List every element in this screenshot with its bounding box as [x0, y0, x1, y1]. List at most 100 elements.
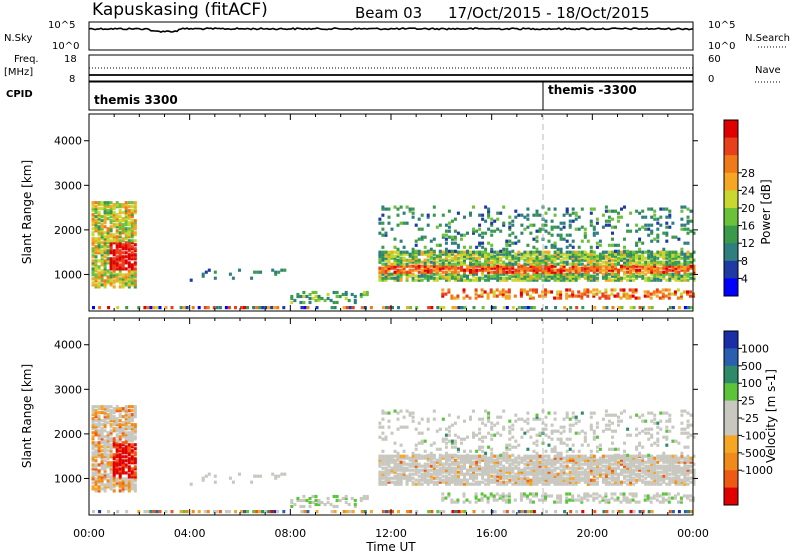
- data-cell: [686, 260, 690, 264]
- data-cell: [655, 498, 659, 502]
- data-cell: [100, 215, 104, 219]
- data-cell: [103, 221, 107, 225]
- data-cell: [508, 468, 512, 472]
- power-heatmap: [91, 201, 696, 310]
- data-cell: [686, 266, 690, 270]
- data-cell: [387, 480, 391, 484]
- data-cell: [182, 306, 186, 310]
- data-cell: [447, 466, 451, 470]
- data-cell: [487, 478, 491, 482]
- data-cell: [106, 249, 110, 253]
- data-cell: [438, 460, 442, 464]
- data-cell: [535, 494, 538, 498]
- data-cell: [526, 482, 530, 486]
- data-cell: [130, 471, 134, 475]
- data-cell: [601, 458, 605, 462]
- data-cell: [577, 498, 581, 502]
- data-cell: [499, 480, 503, 484]
- data-cell: [526, 276, 530, 280]
- data-cell: [109, 257, 113, 261]
- data-cell: [393, 454, 397, 458]
- data-cell: [692, 231, 696, 235]
- data-cell: [435, 225, 439, 229]
- data-cell: [411, 254, 415, 258]
- data-cell: [112, 281, 116, 285]
- data-cell: [526, 456, 530, 460]
- data-cell: [610, 292, 614, 296]
- data-cell: [243, 510, 246, 514]
- data-cell: [405, 456, 409, 460]
- data-cell: [504, 500, 508, 504]
- data-cell: [676, 288, 680, 292]
- data-cell: [447, 272, 451, 276]
- data-cell: [604, 270, 608, 274]
- data-cell: [629, 274, 633, 278]
- data-cell: [680, 409, 684, 413]
- data-cell: [577, 480, 581, 484]
- data-cell: [568, 478, 572, 482]
- data-cell: [363, 510, 367, 514]
- data-cell: [662, 266, 666, 270]
- data-cell: [514, 256, 518, 260]
- data-cell: [653, 441, 657, 445]
- data-cell: [112, 235, 116, 239]
- data-cell: [130, 215, 134, 219]
- data-cell: [674, 276, 678, 280]
- data-cell: [469, 460, 472, 464]
- data-cell: [683, 272, 687, 276]
- data-cell: [106, 257, 110, 261]
- data-cell: [634, 492, 638, 496]
- data-cell: [127, 451, 131, 455]
- data-cell: [532, 252, 536, 256]
- data-cell: [619, 492, 623, 496]
- data-cell: [674, 470, 678, 474]
- data-cell: [91, 455, 95, 459]
- data-cell: [626, 274, 630, 278]
- data-cell: [118, 413, 122, 417]
- data-cell: [414, 458, 418, 462]
- data-cell: [103, 429, 107, 433]
- data-cell: [547, 274, 551, 278]
- data-cell: [683, 278, 687, 282]
- data-cell: [91, 231, 95, 235]
- data-cell: [429, 239, 433, 243]
- data-cell: [668, 482, 672, 486]
- data-cell: [435, 480, 439, 484]
- data-cell: [653, 417, 657, 421]
- data-cell: [620, 482, 623, 486]
- data-cell: [532, 276, 536, 280]
- data-cell: [133, 461, 137, 465]
- data-cell: [490, 266, 494, 270]
- data-cell: [130, 427, 134, 431]
- data-cell: [396, 272, 400, 276]
- data-cell: [598, 458, 602, 462]
- data-cell: [405, 482, 409, 486]
- data-cell: [435, 254, 439, 258]
- data-cell: [580, 268, 584, 272]
- data-cell: [447, 276, 451, 280]
- data-cell: [641, 241, 645, 245]
- data-cell: [671, 466, 675, 470]
- data-cell: [115, 265, 119, 269]
- data-cell: [535, 458, 539, 462]
- data-cell: [472, 266, 475, 270]
- data-cell: [686, 231, 690, 235]
- data-cell: [647, 260, 651, 264]
- data-cell: [97, 475, 101, 479]
- data-cell: [623, 249, 626, 253]
- data-cell: [677, 441, 681, 445]
- data-cell: [384, 256, 388, 260]
- data-cell: [544, 272, 548, 276]
- data-cell: [662, 250, 666, 254]
- data-cell: [622, 290, 626, 294]
- data-cell: [495, 294, 499, 298]
- data-cell: [598, 462, 602, 466]
- data-cell: [614, 225, 617, 229]
- data-cell: [607, 462, 611, 466]
- data-cell: [127, 271, 131, 275]
- data-cell: [481, 306, 485, 310]
- data-cell: [562, 478, 566, 482]
- data-cell: [677, 474, 681, 478]
- data-cell: [100, 223, 104, 227]
- data-cell: [523, 478, 527, 482]
